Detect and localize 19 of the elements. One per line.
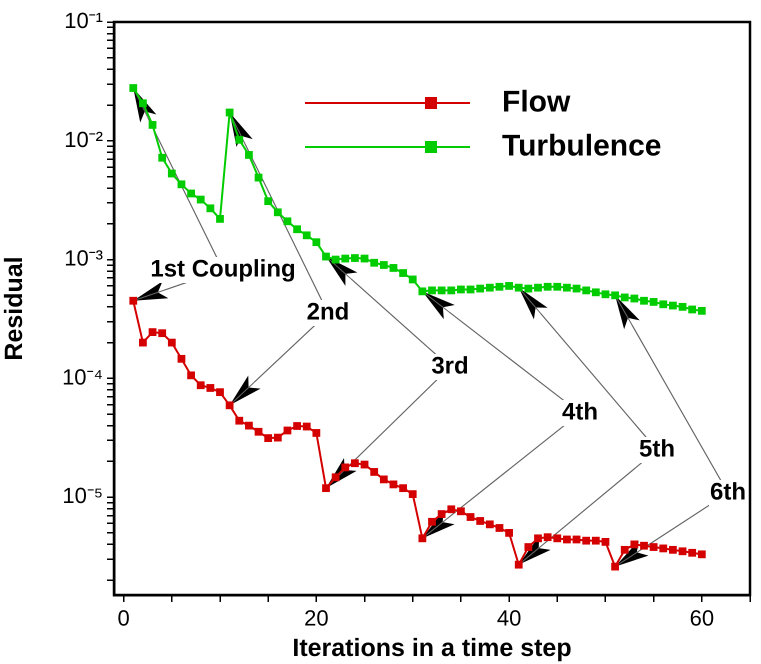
y-tick-label: 10⁻³ <box>64 246 103 271</box>
y-tick-label: 10⁻⁴ <box>62 364 103 390</box>
x-tick-label: 0 <box>118 605 130 630</box>
y-tick-label: 10⁻² <box>64 126 103 152</box>
annotation: 6th <box>710 478 746 506</box>
legend-label: Flow <box>502 85 571 118</box>
x-axis-title: Iterations in a time step <box>292 634 572 662</box>
annotation: 1st Coupling <box>150 256 296 283</box>
y-tick-label: 10⁻⁵ <box>62 483 103 508</box>
y-axis-title: Residual <box>0 256 28 361</box>
annotation: 5th <box>639 436 675 463</box>
x-tick-label: 60 <box>690 605 714 630</box>
annotation: 2nd <box>306 298 350 326</box>
legend-label: Turbulence <box>502 129 662 162</box>
annotation: 3rd <box>431 352 469 380</box>
x-tick-label: 40 <box>496 605 522 630</box>
x-tick-label: 20 <box>304 605 329 630</box>
y-tick-label: 10⁻¹ <box>64 8 103 34</box>
annotation: 4th <box>562 398 598 426</box>
